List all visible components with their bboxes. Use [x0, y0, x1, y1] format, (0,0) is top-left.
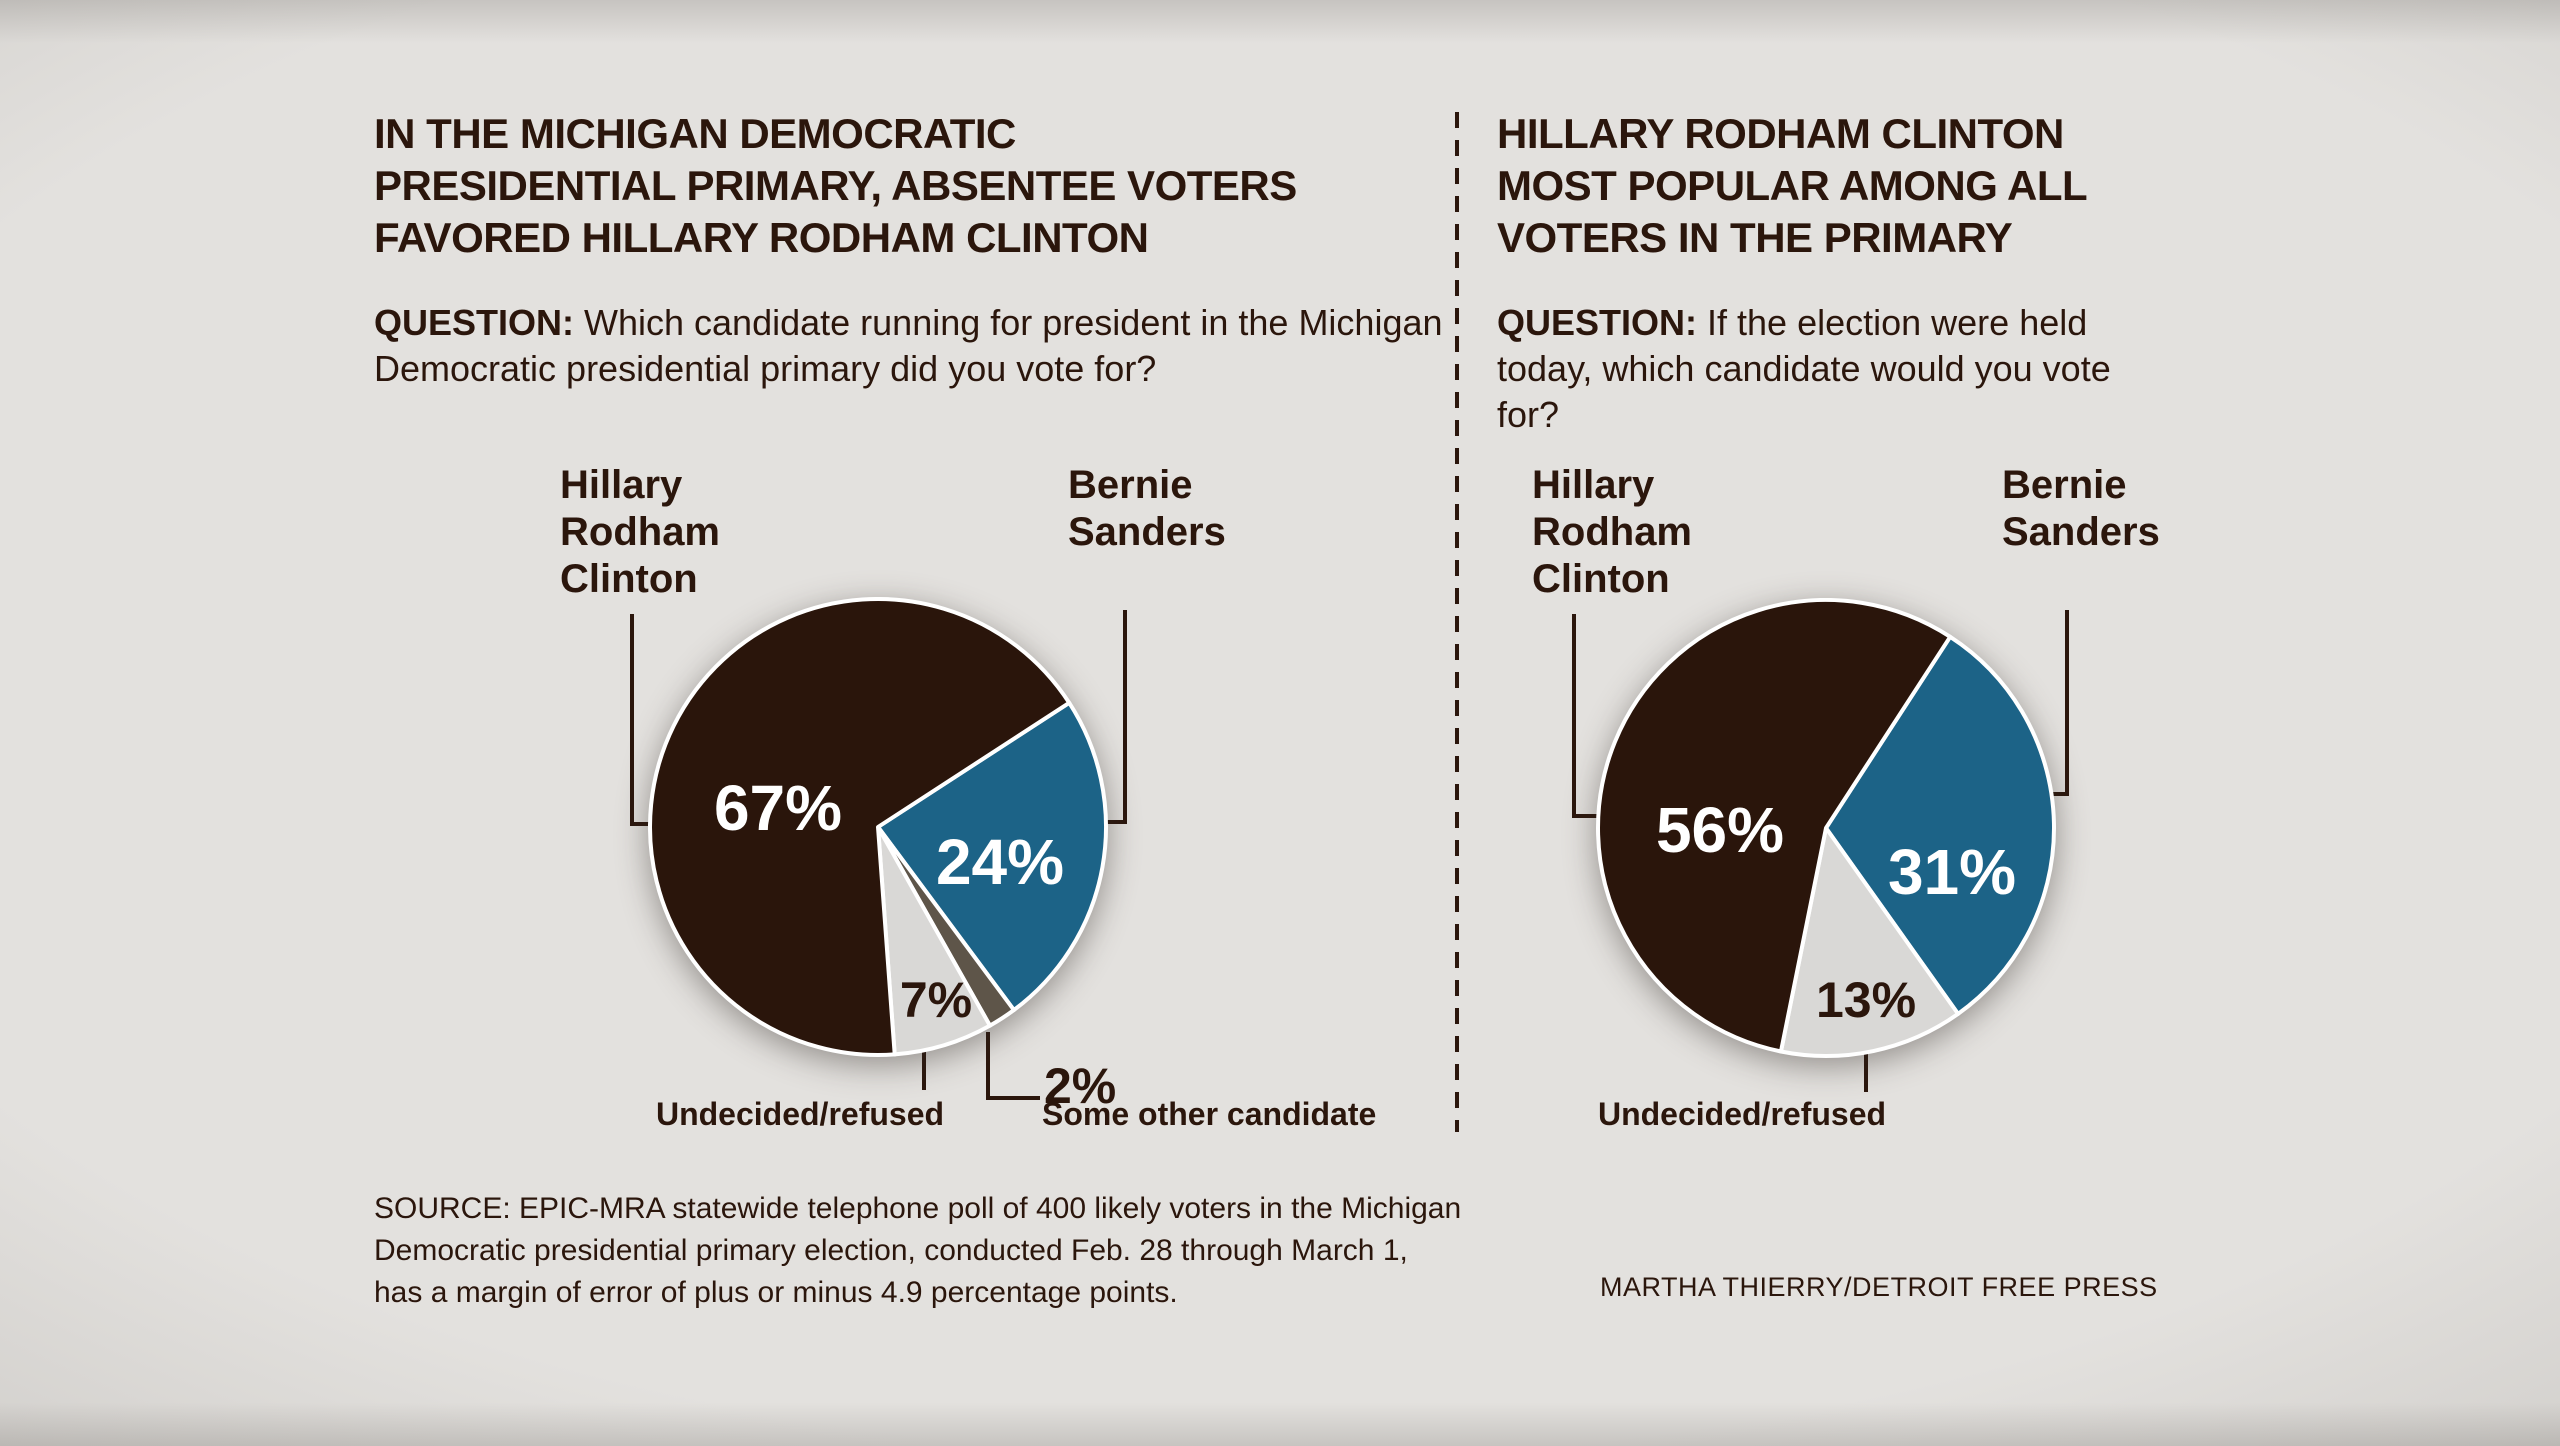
left-undecided-pct: 7%	[899, 972, 973, 1028]
right-title-line-1: HILLARY RODHAM CLINTON	[1497, 110, 2064, 157]
source-line-2: Democratic presidential primary election…	[374, 1234, 1408, 1267]
left-sanders-pct: 24%	[935, 826, 1065, 898]
left-chart-question: QUESTION: Which candidate running for pr…	[374, 300, 1474, 392]
right-title-line-3: VOTERS IN THE PRIMARY	[1497, 214, 2013, 261]
left-clinton-line-1: Hillary	[560, 463, 683, 507]
right-title-line-2: MOST POPULAR AMONG ALL	[1497, 162, 2088, 209]
right-sanders-line-2: Sanders	[2002, 510, 2160, 554]
right-chart-question: QUESTION: If the election were held toda…	[1497, 300, 2117, 438]
right-clinton-line-1: Hillary	[1532, 463, 1655, 507]
right-clinton-label: Hillary Rodham Clinton	[1532, 462, 1692, 603]
left-undecided-label: Undecided/refused	[655, 1096, 945, 1132]
source-line-1: SOURCE: EPIC-MRA statewide telephone pol…	[374, 1192, 1462, 1225]
right-undecided-pct: 13%	[1815, 972, 1917, 1028]
right-chart-title: HILLARY RODHAM CLINTON MOST POPULAR AMON…	[1497, 108, 2088, 264]
left-clinton-line-2: Rodham	[560, 510, 720, 554]
source-note: SOURCE: EPIC-MRA statewide telephone pol…	[374, 1188, 1461, 1314]
left-sanders-line-1: Bernie	[1068, 463, 1193, 507]
left-clinton-pct: 67%	[713, 772, 843, 844]
right-question-label: QUESTION:	[1497, 302, 1698, 343]
left-question-label: QUESTION:	[374, 302, 575, 343]
dashed-divider	[1455, 112, 1459, 1132]
left-title-line-2: PRESIDENTIAL PRIMARY, ABSENTEE VOTERS	[374, 162, 1297, 209]
left-sanders-label: Bernie Sanders	[1068, 462, 1226, 556]
left-clinton-label: Hillary Rodham Clinton	[560, 462, 720, 603]
source-line-3: has a margin of error of plus or minus 4…	[374, 1276, 1178, 1309]
right-sanders-label: Bernie Sanders	[2002, 462, 2160, 556]
byline-credit: MARTHA THIERRY/DETROIT FREE PRESS	[1600, 1272, 2158, 1302]
right-sanders-line-1: Bernie	[2002, 463, 2127, 507]
left-title-line-1: IN THE MICHIGAN DEMOCRATIC	[374, 110, 1016, 157]
left-chart-title: IN THE MICHIGAN DEMOCRATIC PRESIDENTIAL …	[374, 108, 1297, 264]
right-undecided-label: Undecided/refused	[1597, 1096, 1887, 1132]
left-title-line-3: FAVORED HILLARY RODHAM CLINTON	[374, 214, 1149, 261]
right-clinton-pct: 56%	[1655, 794, 1785, 866]
left-other-label: Some other candidate	[1042, 1096, 1377, 1132]
left-sanders-line-2: Sanders	[1068, 510, 1226, 554]
right-sanders-pct: 31%	[1887, 836, 2017, 908]
right-clinton-line-2: Rodham	[1532, 510, 1692, 554]
